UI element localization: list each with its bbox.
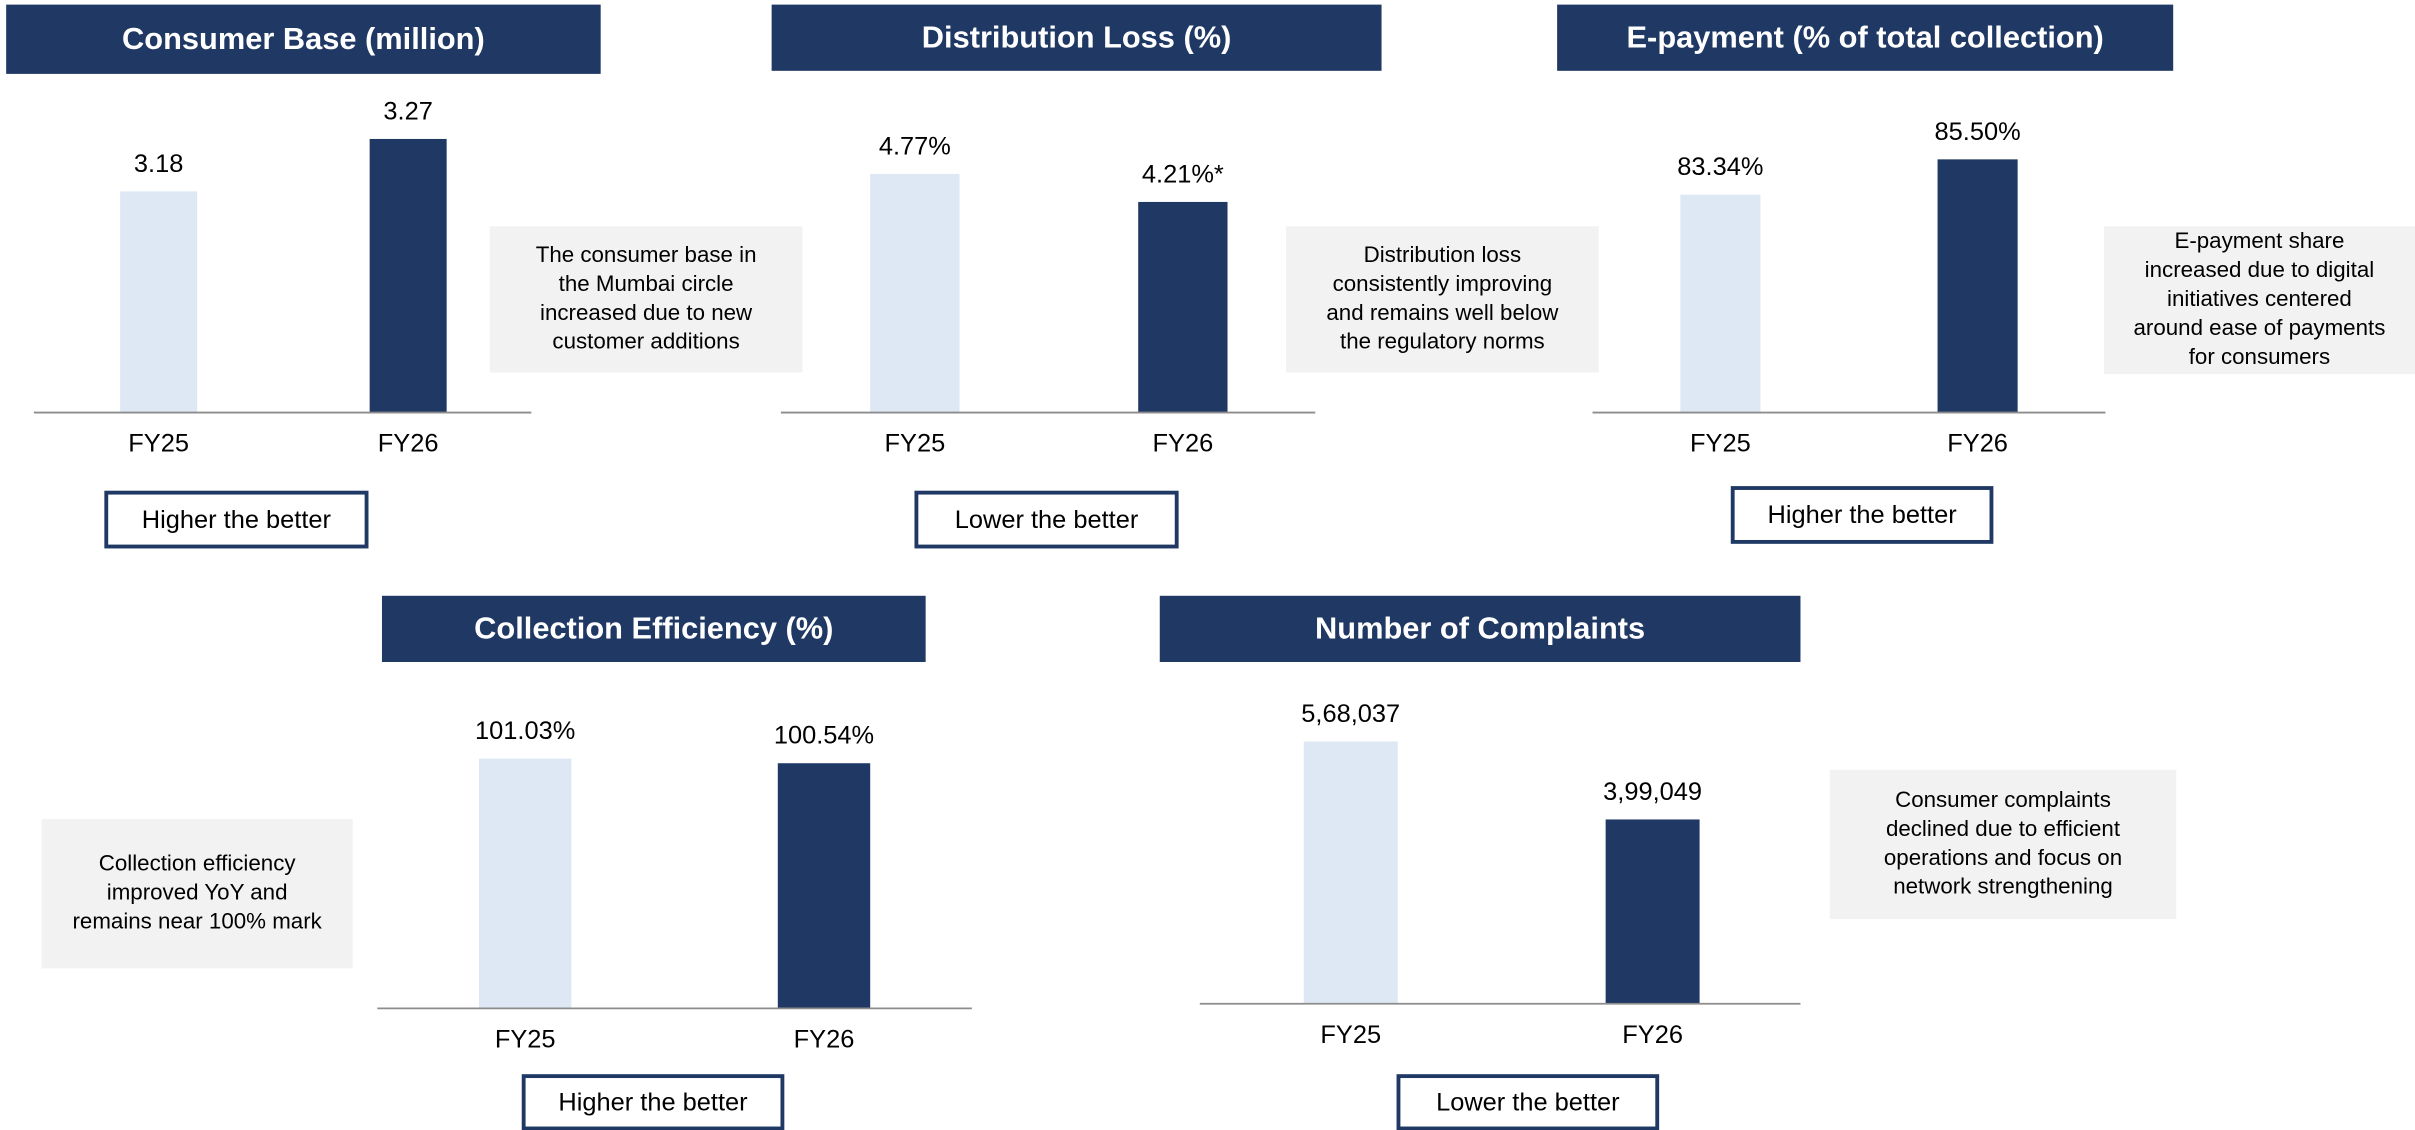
value-label: 5,68,037 xyxy=(1301,700,1400,728)
x-tick-label: FY25 xyxy=(128,430,189,458)
value-label: 4.77% xyxy=(879,132,951,160)
title-box xyxy=(6,4,601,74)
annotation-line: customer additions xyxy=(552,329,739,354)
value-label: 101.03% xyxy=(475,717,575,745)
annotation-line: and remains well below xyxy=(1326,300,1559,325)
annotation-line: consistently improving xyxy=(1333,271,1553,296)
annotation-line: for consumers xyxy=(2189,344,2330,369)
value-label: 3.27 xyxy=(383,97,432,125)
annotation-line: Consumer complaints xyxy=(1895,787,2111,812)
title-box xyxy=(1557,4,2174,71)
note-box xyxy=(1730,486,1994,544)
value-label: 83.34% xyxy=(1677,153,1763,181)
annotation-line: E-payment share xyxy=(2174,228,2344,253)
annotation-box xyxy=(41,819,353,969)
annotation-box xyxy=(1829,769,2177,920)
value-label: 3,99,049 xyxy=(1603,778,1702,806)
value-label: 3.18 xyxy=(134,150,183,178)
value-label: 85.50% xyxy=(1935,118,2021,146)
chart-title: Consumer Base (million) xyxy=(122,21,485,56)
value-label: 100.54% xyxy=(774,722,874,750)
bar xyxy=(1680,194,1761,413)
chart-panel: E-payment (% of total collection) 83.34% F… xyxy=(1557,4,2415,544)
chart-title: E-payment (% of total collection) xyxy=(1627,19,2104,54)
annotation-line: increased due to new xyxy=(540,300,753,325)
x-tick-label: FY25 xyxy=(1320,1021,1381,1049)
bar xyxy=(1605,819,1700,1004)
bar xyxy=(1937,159,2018,413)
chart-panel: Distribution Loss (%) 4.77% FY25 4.21%* FY26… xyxy=(771,4,1599,549)
bar xyxy=(777,763,871,1009)
chart-title: Collection Efficiency (%) xyxy=(474,611,833,646)
note: Higher the better xyxy=(142,506,332,534)
chart-title: Number of Complaints xyxy=(1315,611,1645,646)
annotation-line: remains near 100% mark xyxy=(72,909,322,934)
x-tick-label: FY26 xyxy=(1153,430,1214,458)
x-tick-label: FY25 xyxy=(885,430,946,458)
title-box xyxy=(771,4,1382,71)
note: Lower the better xyxy=(1436,1089,1620,1117)
x-tick-label: FY26 xyxy=(794,1025,855,1053)
annotation-line: The consumer base in xyxy=(536,242,757,267)
bar xyxy=(369,138,447,413)
note-box xyxy=(104,490,369,549)
note: Higher the better xyxy=(1767,501,1957,529)
annotation-line: the regulatory norms xyxy=(1340,329,1545,354)
annotation-box xyxy=(2103,226,2415,375)
annotation-line: operations and focus on xyxy=(1884,845,2122,870)
x-tick-label: FY25 xyxy=(1690,430,1751,458)
annotation-line: around ease of payments xyxy=(2134,315,2386,340)
annotation-line: network strengthening xyxy=(1893,874,2113,899)
x-tick-label: FY26 xyxy=(378,430,439,458)
annotation-line: increased due to digital xyxy=(2145,257,2375,282)
bar xyxy=(870,173,960,413)
bar xyxy=(1138,201,1228,413)
x-tick-label: FY25 xyxy=(495,1025,556,1053)
chart-panel: Number of Complaints 5,68,037 FY25 3,99,049… xyxy=(1159,595,2177,1130)
annotation-line: declined due to efficient xyxy=(1886,816,2121,841)
x-tick-label: FY26 xyxy=(1622,1021,1683,1049)
annotation-line: initiatives centered xyxy=(2167,286,2352,311)
annotation-box xyxy=(489,226,803,373)
chart-panel: Collection Efficiency (%) 101.03% FY25 100.… xyxy=(41,595,972,1130)
x-tick-label: FY26 xyxy=(1947,430,2008,458)
note: Lower the better xyxy=(955,506,1139,534)
title-box xyxy=(381,595,926,662)
chart-panel: Consumer Base (million) 3.18 FY25 3.27 FY26 T… xyxy=(6,4,803,549)
note-box xyxy=(1396,1074,1660,1130)
annotation-line: improved YoY and xyxy=(107,880,288,905)
value-label: 4.21%* xyxy=(1142,160,1224,188)
annotation-line: Collection efficiency xyxy=(99,851,297,876)
bar xyxy=(1303,741,1398,1004)
note: Higher the better xyxy=(558,1089,748,1117)
annotation-box xyxy=(1286,226,1599,373)
bar xyxy=(120,191,198,413)
bar xyxy=(478,758,572,1009)
note-box xyxy=(914,490,1179,549)
note-box xyxy=(521,1074,785,1130)
chart-title: Distribution Loss (%) xyxy=(922,19,1232,54)
title-box xyxy=(1159,595,1801,662)
annotation-line: the Mumbai circle xyxy=(559,271,734,296)
annotation-line: Distribution loss xyxy=(1364,242,1522,267)
